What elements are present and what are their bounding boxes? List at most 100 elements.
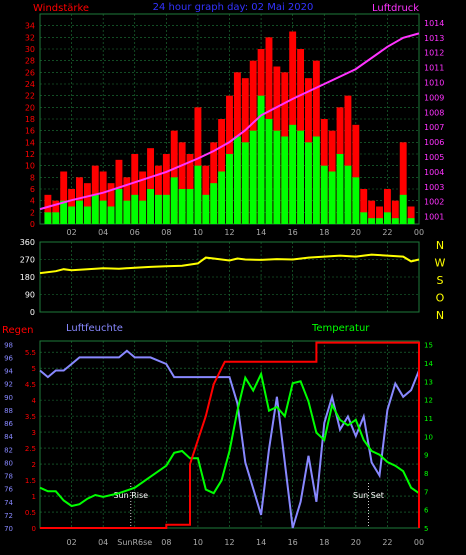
wind-bars	[44, 95, 415, 225]
climate-x-tick-1: 04	[98, 538, 108, 547]
compass-label-4: N	[436, 309, 444, 322]
direction-line	[39, 253, 420, 275]
humidity-y-tick-1: 72	[4, 512, 13, 520]
direction-y-tick-4: 360	[20, 238, 35, 247]
wind-bar-21	[210, 183, 218, 224]
pressure-y-tick-11: 1012	[424, 49, 444, 58]
temperature-y-tick-10: 15	[424, 342, 433, 350]
gust-bar-41	[368, 200, 376, 224]
wind-y-tick-0: 0	[30, 220, 35, 229]
direction-y-tick-3: 270	[20, 256, 35, 265]
wind-x-tick-6: 14	[256, 228, 266, 237]
pressure-y-tick-1: 1002	[424, 198, 444, 207]
wind-bar-25	[241, 142, 249, 224]
temperature-y-tick-0: 5	[424, 525, 428, 533]
wind-bar-37	[336, 154, 344, 224]
wind-x-tick-11: 00	[414, 228, 424, 237]
gust-bar-46	[407, 206, 415, 224]
wind-x-tick-5: 12	[224, 228, 234, 237]
pressure-y-tick-2: 1003	[424, 183, 444, 192]
wind-bar-18	[186, 189, 194, 224]
wind-y-tick-8: 16	[25, 127, 35, 136]
wind-x-tick-8: 18	[319, 228, 329, 237]
humidity-y-tick-11: 92	[4, 381, 13, 389]
climate-x-tick-2: SunR6se	[117, 538, 152, 547]
wind-bar-15	[162, 194, 170, 224]
compass-label-2: S	[437, 274, 444, 287]
humidity-y-ticks: 70 72 74 76 78 80 82 84 86 88 90 92 94 96 98	[4, 341, 13, 533]
wind-x-ticks: 02 04 06 08 10 12 14 16 18 20 22 00	[66, 228, 424, 237]
humidity-y-tick-4: 78	[4, 473, 13, 481]
wind-bar-35	[320, 165, 328, 224]
rain-y-tick-11: 5.5	[25, 349, 36, 357]
wind-bar-7	[99, 200, 107, 224]
wind-x-tick-3: 08	[161, 228, 171, 237]
wind-bar-36	[328, 171, 336, 224]
climate-x-tick-0: 02	[66, 538, 76, 547]
gust-bar-40	[360, 189, 368, 224]
wind-y-tick-1: 2	[30, 208, 35, 217]
wind-y-tick-11: 22	[25, 92, 35, 101]
wind-bar-39	[352, 177, 360, 224]
wind-bar-29	[273, 130, 281, 224]
gust-bar-17	[178, 142, 186, 224]
compass-label-0: N	[436, 239, 444, 252]
humidity-y-tick-13: 96	[4, 354, 13, 362]
wind-bar-20	[202, 194, 210, 224]
rain-y-ticks: 0 0.5 1 1.5 2 2.5 3 3.5 4 4.5 5 5.5	[25, 349, 37, 533]
temperature-y-tick-6: 11	[424, 415, 433, 423]
gust-bar-12	[139, 171, 147, 224]
wind-bar-30	[281, 136, 289, 224]
wind-bar-45	[399, 194, 407, 224]
wind-bar-19	[194, 165, 202, 224]
humidity-ylabel: Luftfeuchte	[66, 323, 123, 334]
wind-bar-24	[233, 136, 241, 224]
compass-label-1: W	[435, 257, 446, 270]
pressure-y-tick-9: 1010	[424, 79, 444, 88]
pressure-y-tick-10: 1011	[424, 64, 444, 73]
pressure-y-tick-5: 1006	[424, 138, 444, 147]
gust-bar-0	[44, 194, 52, 224]
wind-bar-33	[305, 142, 312, 224]
wind-bar-13	[147, 189, 154, 224]
wind-bar-34	[312, 136, 320, 224]
humidity-y-tick-5: 80	[4, 459, 13, 467]
pressure-y-tick-3: 1004	[424, 168, 444, 177]
gust-bar-45	[399, 142, 407, 224]
wind-y-tick-14: 28	[25, 57, 35, 66]
climate-x-tick-10: 22	[382, 538, 392, 547]
wind-x-tick-7: 16	[288, 228, 298, 237]
temperature-y-tick-8: 13	[424, 378, 433, 386]
gust-bar-5	[83, 183, 91, 224]
gust-bar-39	[352, 124, 360, 224]
pressure-y-tick-8: 1009	[424, 93, 444, 102]
wind-y-tick-10: 20	[25, 103, 35, 112]
humidity-y-tick-12: 94	[4, 368, 13, 376]
wind-x-tick-10: 22	[382, 228, 392, 237]
humidity-y-tick-6: 82	[4, 446, 13, 454]
wind-x-tick-2: 06	[130, 228, 140, 237]
wind-bar-2	[60, 200, 68, 224]
pressure-y-tick-7: 1008	[424, 108, 444, 117]
wind-bar-27	[257, 95, 265, 225]
humidity-y-tick-0: 70	[4, 525, 13, 533]
gust-bar-7	[99, 171, 107, 224]
wind-x-tick-1: 04	[98, 228, 108, 237]
gust-bar-38	[344, 95, 352, 225]
gust-bar-42	[376, 206, 383, 224]
climate-x-tick-6: 14	[256, 538, 266, 547]
rain-y-tick-8: 4	[32, 397, 37, 405]
rain-y-tick-0: 0	[32, 525, 36, 533]
direction-y-tick-1: 90	[25, 291, 35, 300]
wind-bar-44	[391, 218, 399, 224]
humidity-y-tick-9: 88	[4, 407, 13, 415]
wind-bar-1	[52, 212, 60, 224]
pressure-y-tick-6: 1007	[424, 123, 444, 132]
temperature-y-ticks: 5 6 7 8 9 10 11 12 13 14 15	[424, 342, 433, 533]
wind-bar-6	[91, 194, 99, 224]
rain-y-tick-2: 1	[32, 493, 36, 501]
wind-bar-12	[139, 200, 147, 224]
